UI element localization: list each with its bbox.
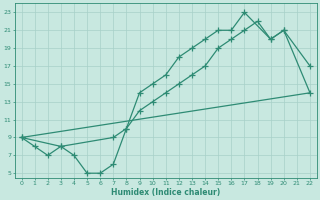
X-axis label: Humidex (Indice chaleur): Humidex (Indice chaleur) (111, 188, 220, 197)
